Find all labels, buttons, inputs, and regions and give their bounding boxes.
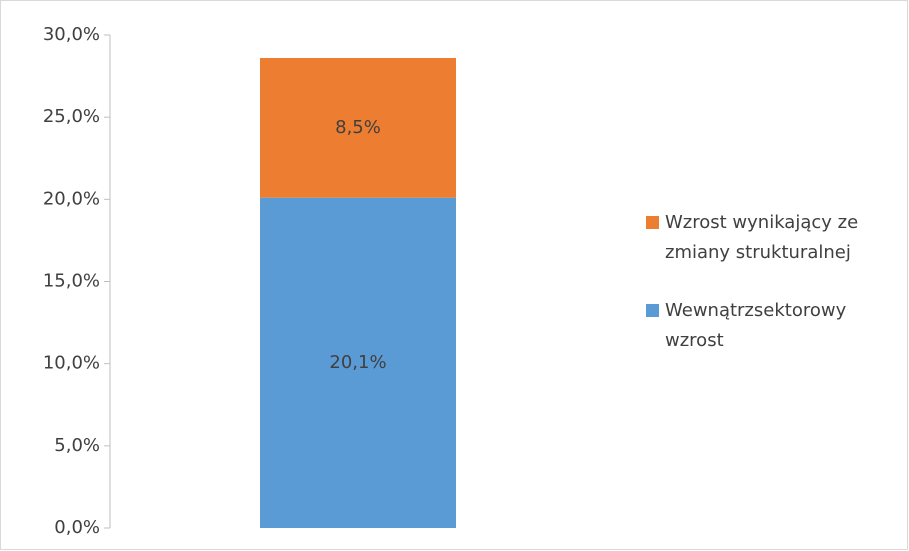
y-tick-label: 10,0% <box>43 353 100 374</box>
y-tick-label: 0,0% <box>54 517 100 538</box>
y-tick-label: 20,0% <box>43 188 100 209</box>
bar-segment <box>260 58 456 198</box>
bar-segment <box>260 197 456 528</box>
y-tick-label: 30,0% <box>43 24 100 45</box>
y-tick-label: 25,0% <box>43 106 100 127</box>
y-tick-label: 15,0% <box>43 271 100 292</box>
legend-swatch <box>646 304 659 317</box>
value-label: 8,5% <box>335 117 381 138</box>
legend-label: Wzrost wynikający ze zmiany strukturalne… <box>665 212 859 263</box>
legend-swatch <box>646 216 659 229</box>
y-tick-label: 5,0% <box>54 435 100 456</box>
value-label: 20,1% <box>329 352 386 373</box>
legend-label: Wewnątrzsektorowy wzrost <box>665 300 847 351</box>
